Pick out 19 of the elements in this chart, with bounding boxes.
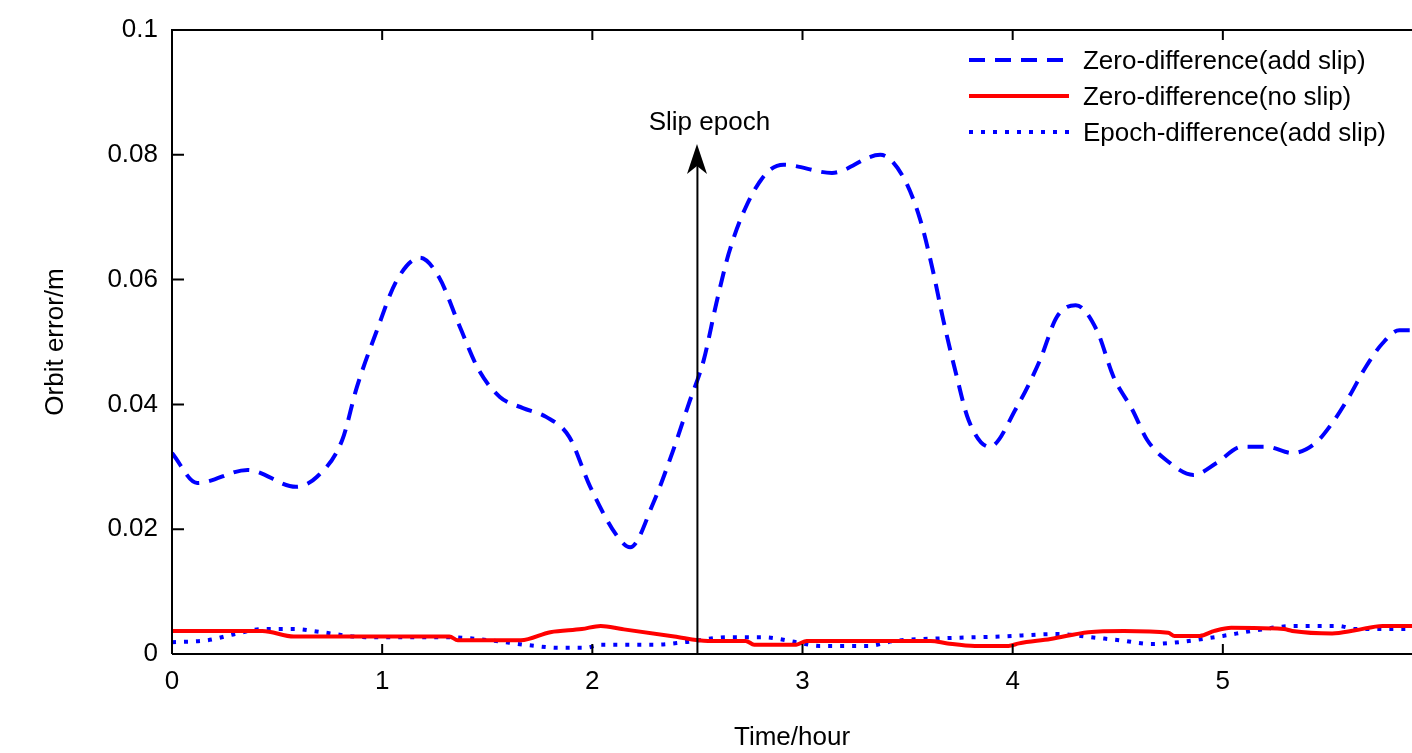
x-tick-label: 4 — [1005, 664, 1020, 695]
x-tick-label: 5 — [1215, 664, 1231, 695]
x-tick-label: 0 — [164, 664, 180, 695]
x-tick-label: 2 — [585, 664, 600, 695]
legend-label: Zero-difference(add slip) — [1082, 44, 1366, 77]
legend-label: Epoch-difference(add slip) — [1082, 116, 1386, 149]
legend-label: Zero-difference(no slip) — [1082, 80, 1352, 113]
y-tick-label: 0.02 — [107, 512, 158, 543]
y-tick-label: 0.08 — [107, 137, 158, 168]
y-tick-label: 0 — [143, 637, 158, 668]
x-tick-label: 1 — [374, 664, 390, 695]
ref-line-label: Slip epoch — [648, 106, 771, 137]
y-tick-label: 0.06 — [107, 262, 158, 293]
line-series — [172, 152, 1412, 550]
y-tick-label: 0.1 — [121, 13, 158, 44]
x-axis-title: Time/hour — [733, 720, 851, 751]
x-tick-label: 3 — [795, 664, 810, 695]
y-axis-title: Orbit error/m — [38, 268, 69, 416]
y-tick-label: 0.04 — [107, 387, 158, 418]
